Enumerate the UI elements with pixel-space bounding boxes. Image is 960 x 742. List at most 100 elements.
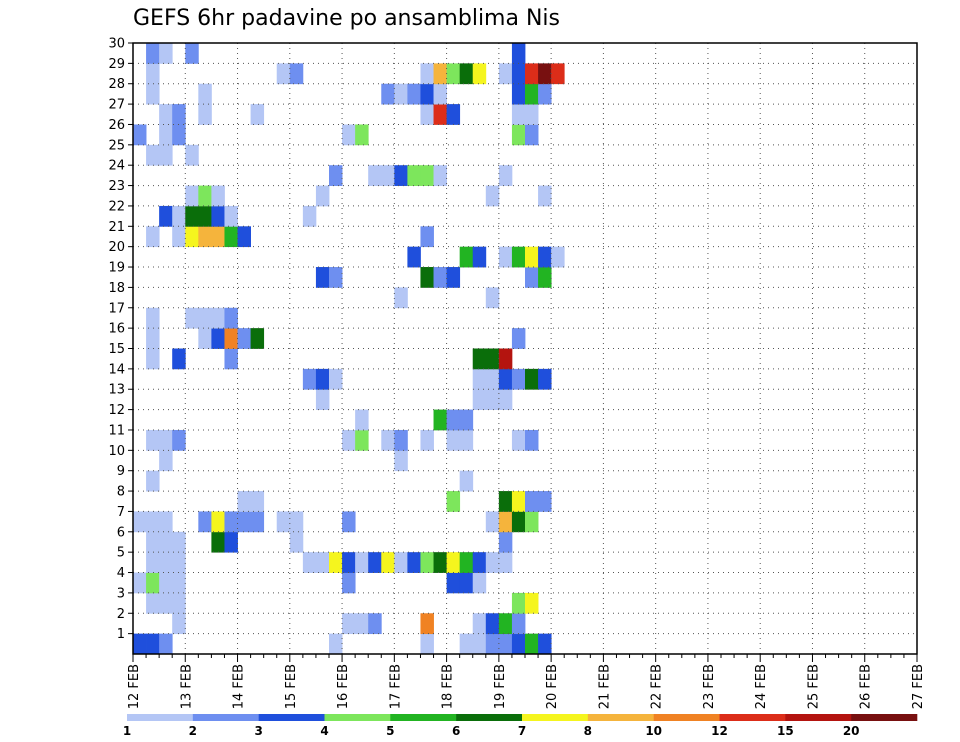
colorbar-label: 8 [584,724,592,738]
heatmap-cell [498,552,513,573]
x-tick-label: 15 FEB [284,664,299,709]
heatmap-cell [472,63,487,85]
y-tick-label: 9 [117,464,125,479]
heatmap-cell [459,633,474,655]
heatmap-cell [276,511,291,533]
x-tick-label: 20 FEB [545,664,560,709]
x-tick-label: 16 FEB [336,664,351,709]
heatmap-cell [446,491,461,512]
heatmap-cell [211,185,225,207]
heatmap-cell [211,328,225,349]
heatmap-cell [420,633,434,655]
heatmap-cell [172,531,186,553]
colorbar-swatch [653,714,720,721]
heatmap-cell [315,368,330,390]
heatmap-cell [315,389,330,410]
heatmap-cell [498,348,513,370]
heatmap-cell [185,226,199,248]
heatmap-cell [446,409,461,431]
heatmap-cell [511,43,526,64]
heatmap-cell [381,83,395,105]
y-tick-label: 23 [108,179,125,194]
heatmap-cell [237,226,251,248]
heatmap-cell [433,104,447,125]
heatmap-cell [485,287,500,309]
heatmap-cell [511,368,526,390]
heatmap-cell [146,592,160,614]
heatmap-cell [159,429,173,451]
y-tick-label: 15 [108,342,125,357]
heatmap-cell [394,83,408,105]
heatmap-cell [394,165,408,186]
heatmap-cell [146,511,160,533]
heatmap-cell [237,491,251,512]
heatmap-cell [472,246,487,268]
heatmap-cell [420,552,434,573]
heatmap-cell [420,104,434,125]
heatmap-cell [446,552,461,573]
y-tick-label: 6 [117,525,125,540]
heatmap-cell [211,307,225,329]
heatmap-cell [198,205,212,227]
heatmap-cell [133,572,147,594]
heatmap-cell [459,429,474,451]
x-tick-label: 12 FEB [127,664,142,709]
heatmap-cell [446,572,461,594]
colorbar-swatch [785,714,852,721]
colorbar-label: 15 [777,724,794,738]
heatmap-cell [446,63,461,85]
heatmap-cell [485,348,500,370]
heatmap-cell [172,124,186,146]
heatmap-cell [329,368,343,390]
x-tick-label: 22 FEB [650,664,665,709]
heatmap-cell [315,185,330,207]
y-tick-label: 18 [108,281,125,296]
colorbar-swatch [324,714,391,721]
heatmap-cell [146,429,160,451]
heatmap-cell [407,246,421,268]
heatmap-cell [224,348,238,370]
heatmap-cell [250,511,265,533]
heatmap-cell [433,165,447,186]
y-tick-label: 20 [108,240,125,255]
heatmap-cell [172,592,186,614]
heatmap-cell [211,511,225,533]
heatmap-cell [446,104,461,125]
heatmap-cell [525,104,539,125]
y-tick-label: 7 [117,505,125,520]
heatmap-cell [355,124,369,146]
heatmap-cell [407,552,421,573]
heatmap-cell [485,368,500,390]
heatmap-cell [172,572,186,594]
heatmap-cell [498,389,513,410]
heatmap-cell [538,491,552,512]
heatmap-cell [420,267,434,288]
y-tick-label: 14 [108,362,125,377]
heatmap-cell [446,429,461,451]
heatmap-cell [198,185,212,207]
x-tick-label: 21 FEB [597,664,612,709]
heatmap-cell [329,552,343,573]
y-tick-label: 30 [108,37,125,52]
heatmap-cell [302,552,317,573]
heatmap-cell [472,633,487,655]
heatmap-cell [498,511,513,533]
heatmap-cell [355,552,369,573]
y-tick-label: 27 [108,98,125,113]
heatmap-cell [433,83,447,105]
heatmap-cell [394,429,408,451]
heatmap-cell [329,267,343,288]
heatmap-cell [342,124,356,146]
heatmap-cell [407,83,421,105]
heatmap-cell [355,429,369,451]
y-tick-label: 3 [117,586,125,601]
heatmap-cell [485,633,500,655]
heatmap-cell [289,511,304,533]
colorbar-label: 6 [452,724,460,738]
heatmap-cell [498,63,513,85]
heatmap-cell [211,531,225,553]
heatmap-cell [511,511,526,533]
heatmap-cell [342,552,356,573]
heatmap-cell [433,552,447,573]
heatmap-cell [315,267,330,288]
